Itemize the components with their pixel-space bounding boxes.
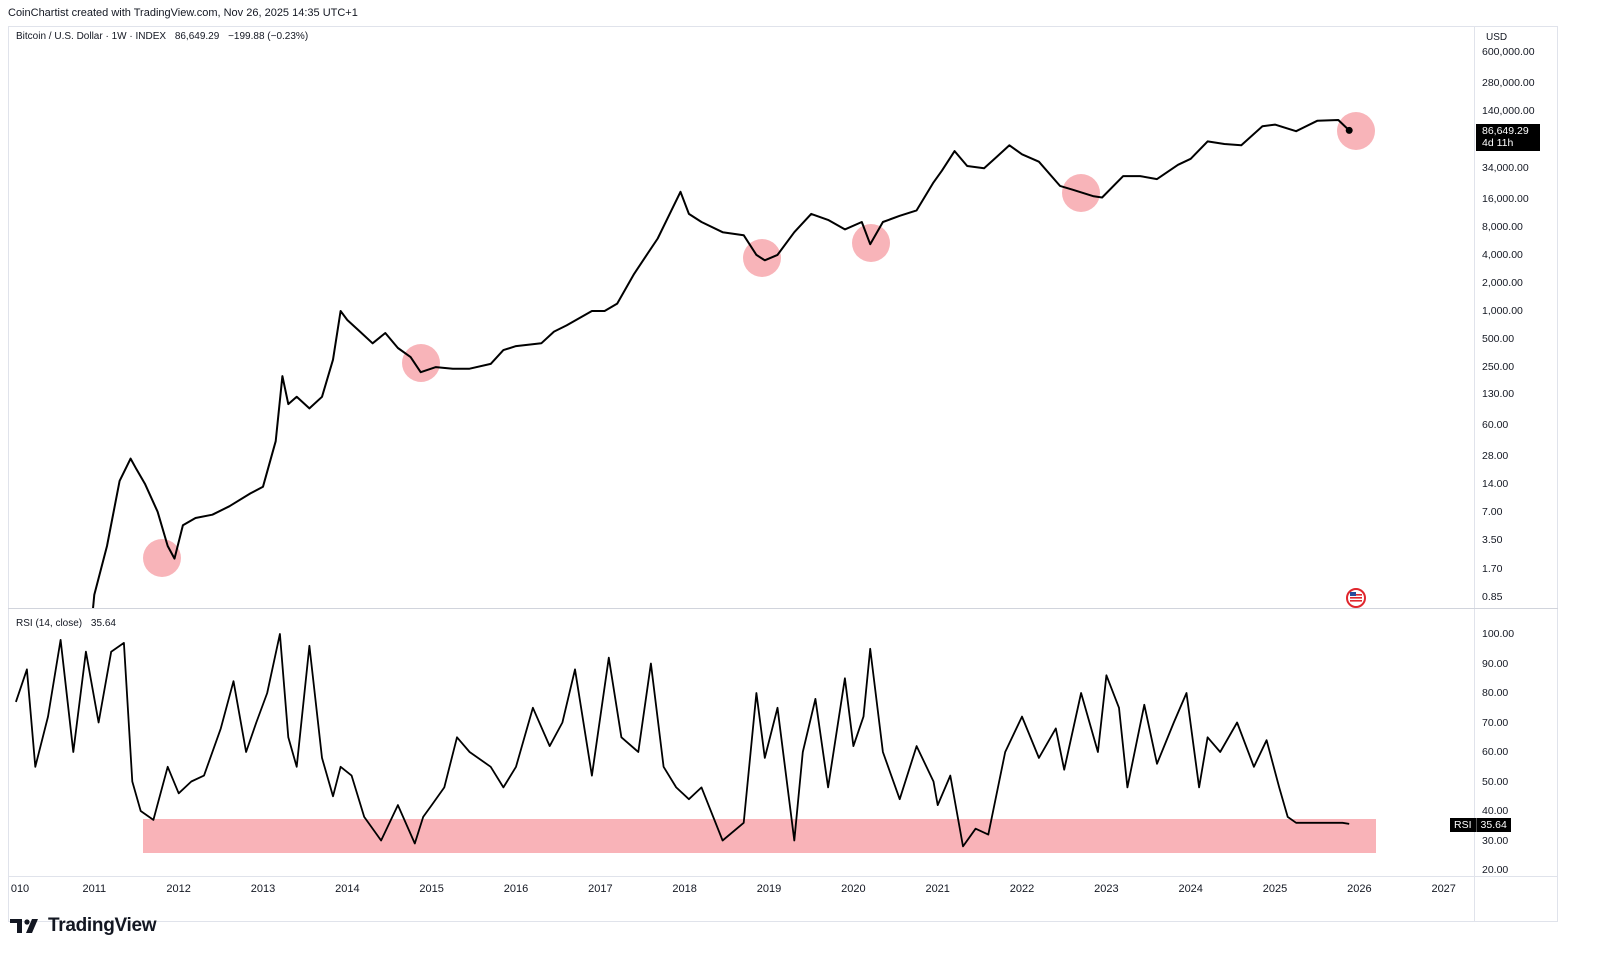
time-axis-tick: 2015 bbox=[419, 883, 444, 895]
price-axis-tick: 28.00 bbox=[1482, 449, 1509, 462]
tradingview-logo-text: TradingView bbox=[48, 915, 157, 936]
currency-label[interactable]: USD bbox=[1486, 32, 1508, 43]
time-axis-tick: 2014 bbox=[335, 883, 360, 895]
chart-credit: CoinChartist created with TradingView.co… bbox=[8, 7, 358, 19]
price-axis-tick: 34,000.00 bbox=[1482, 162, 1529, 175]
price-axis-tick: 3.50 bbox=[1482, 533, 1503, 546]
last-price-label: 86,649.29 4d 11h bbox=[1476, 124, 1540, 151]
time-axis-tick: 010 bbox=[10, 883, 30, 895]
time-axis-tick: 2021 bbox=[925, 883, 950, 895]
time-axis-tick: 2020 bbox=[841, 883, 866, 895]
rsi-oversold-band bbox=[143, 819, 1376, 853]
rsi-axis-tick: 80.00 bbox=[1482, 687, 1509, 699]
highlight-circle bbox=[143, 539, 181, 577]
symbol-name[interactable]: Bitcoin / U.S. Dollar · 1W · INDEX bbox=[16, 31, 167, 42]
rsi-axis-tick: 60.00 bbox=[1482, 746, 1509, 758]
rsi-legend[interactable]: RSI (14, close) 35.64 bbox=[16, 618, 122, 629]
price-axis-tick: 140,000.00 bbox=[1482, 105, 1535, 117]
us-flag-icon[interactable] bbox=[1346, 588, 1366, 608]
highlight-circle bbox=[402, 344, 440, 382]
price-legend[interactable]: Bitcoin / U.S. Dollar · 1W · INDEX 86,64… bbox=[16, 31, 314, 42]
time-axis-tick: 2026 bbox=[1347, 883, 1372, 895]
time-axis-tick: 2016 bbox=[503, 883, 529, 895]
pane-divider[interactable] bbox=[8, 608, 1558, 609]
rsi-axis-tick: 40.00 bbox=[1482, 805, 1509, 817]
price-change-value: −199.88 (−0.23%) bbox=[228, 31, 309, 42]
price-axis-tick: 2,000.00 bbox=[1482, 276, 1523, 289]
rsi-label-value: 35.64 bbox=[1475, 818, 1511, 832]
price-axis-tick: 1.70 bbox=[1482, 563, 1503, 575]
time-axis-tick: 2013 bbox=[250, 883, 276, 895]
last-price-label-value: 86,649.29 bbox=[1482, 125, 1529, 137]
time-axis-tick: 2017 bbox=[588, 883, 613, 895]
highlight-circle bbox=[1337, 112, 1375, 150]
time-axis-tick: 2011 bbox=[82, 883, 107, 895]
bar-countdown-label: 4d 11h bbox=[1482, 137, 1514, 149]
last-price-value: 86,649.29 bbox=[174, 31, 220, 42]
price-axis-tick: 60.00 bbox=[1482, 418, 1509, 431]
price-axis-tick: 7.00 bbox=[1482, 505, 1503, 518]
time-axis-divider bbox=[8, 876, 1558, 877]
time-axis-tick: 2019 bbox=[756, 883, 782, 895]
time-axis-tick: 2025 bbox=[1262, 883, 1288, 895]
rsi-axis-tick: 100.00 bbox=[1482, 628, 1515, 640]
rsi-axis-tick: 30.00 bbox=[1482, 834, 1509, 847]
price-axis-tick: 0.85 bbox=[1482, 591, 1503, 604]
price-axis-tick: 130.00 bbox=[1482, 387, 1515, 400]
rsi-axis-tick: 50.00 bbox=[1482, 775, 1509, 788]
rsi-axis-tick: 20.00 bbox=[1482, 864, 1509, 876]
rsi-value-label: RSI 35.64 bbox=[1450, 818, 1511, 832]
time-axis-tick: 2023 bbox=[1094, 883, 1119, 895]
price-axis-tick: 500.00 bbox=[1482, 333, 1515, 345]
highlight-circles bbox=[143, 112, 1375, 577]
time-axis-tick: 2024 bbox=[1178, 883, 1203, 895]
price-axis-tick: 14.00 bbox=[1482, 477, 1509, 490]
price-series-line bbox=[92, 119, 1350, 608]
rsi-axis-tick: 90.00 bbox=[1482, 657, 1509, 670]
tradingview-logo-icon bbox=[10, 919, 38, 933]
price-axis-tick: 4,000.00 bbox=[1482, 248, 1523, 261]
time-axis-tick: 2022 bbox=[1009, 883, 1035, 895]
rsi-indicator-name[interactable]: RSI (14, close) bbox=[16, 618, 83, 629]
rsi-axis-tick: 70.00 bbox=[1482, 716, 1509, 729]
price-axis-tick: 280,000.00 bbox=[1482, 76, 1535, 89]
rsi-label-name: RSI bbox=[1454, 819, 1472, 831]
tradingview-logo[interactable]: TradingView bbox=[10, 915, 157, 937]
last-price-dot bbox=[1345, 126, 1353, 134]
chart-frame bbox=[8, 26, 1558, 922]
price-axis-tick: 600,000.00 bbox=[1482, 46, 1535, 59]
time-axis-tick: 2027 bbox=[1431, 883, 1456, 895]
rsi-indicator-value: 35.64 bbox=[90, 618, 116, 629]
time-axis-tick: 2018 bbox=[672, 883, 697, 895]
rsi-series-line bbox=[15, 633, 1350, 848]
price-axis-tick: 1,000.00 bbox=[1482, 304, 1523, 317]
time-axis-tick: 2012 bbox=[166, 883, 191, 895]
price-axis-tick: 16,000.00 bbox=[1482, 192, 1529, 205]
price-axis-tick: 8,000.00 bbox=[1482, 220, 1523, 233]
price-axis-tick: 250.00 bbox=[1482, 361, 1515, 374]
price-axis-divider bbox=[1474, 26, 1475, 922]
